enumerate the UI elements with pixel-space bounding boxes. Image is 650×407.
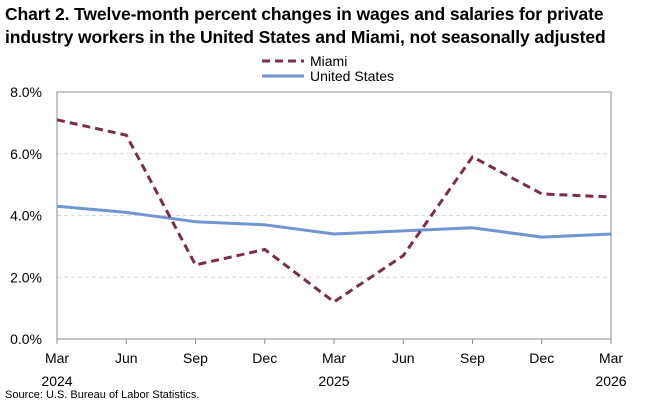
chart-title-line-2: industry workers in the United States an… <box>5 27 606 47</box>
x-tick-label: Sep <box>460 350 485 366</box>
chart-title-line-1: Chart 2. Twelve-month percent changes in… <box>5 4 604 24</box>
x-tick-label: Mar <box>322 350 346 366</box>
legend-label: Miami <box>310 53 347 69</box>
x-tick-label: Dec <box>529 350 554 366</box>
source-note: Source: U.S. Bureau of Labor Statistics. <box>5 389 200 401</box>
series-line-united-states <box>56 204 612 239</box>
x-tick-label: Jun <box>392 350 415 366</box>
y-axis-ticks: 0.0% 2.0% 4.0% 6.0% 8.0% <box>10 84 42 347</box>
x-tick-year-label: 2026 <box>595 373 626 389</box>
x-tick-year-label: 2025 <box>318 373 349 389</box>
series-lines <box>56 118 612 304</box>
x-axis-ticks: Mar 2024 Jun Sep Dec Mar 2025 Jun Sep Dec Mar 2026 <box>41 339 627 389</box>
y-tick-label: 6.0% <box>10 146 42 162</box>
y-tick-label: 2.0% <box>10 269 42 285</box>
legend-label: United States <box>310 68 394 84</box>
y-tick-label: 8.0% <box>10 84 42 100</box>
y-tick-label: 0.0% <box>10 331 42 347</box>
series-line-miami <box>56 118 612 304</box>
x-tick-label: Jun <box>115 350 138 366</box>
x-tick-label: Mar <box>599 350 623 366</box>
x-tick-label: Mar <box>45 350 69 366</box>
x-tick-label: Dec <box>252 350 277 366</box>
x-tick-year-label: 2024 <box>41 373 72 389</box>
x-tick-label: Sep <box>183 350 208 366</box>
y-tick-label: 4.0% <box>10 208 42 224</box>
chart-title: Chart 2. Twelve-month percent changes in… <box>5 3 645 49</box>
